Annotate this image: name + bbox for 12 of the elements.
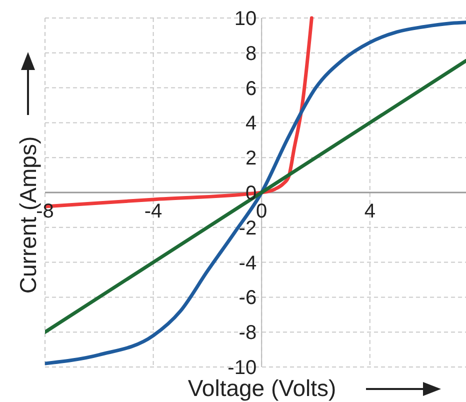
y-tick-label: -2 — [238, 217, 257, 240]
x-tick-label: 4 — [364, 200, 376, 222]
x-tick-label: -4 — [144, 200, 162, 222]
y-tick-label: 6 — [245, 78, 257, 100]
y-tick-label: -4 — [238, 252, 257, 274]
y-tick-label: 2 — [245, 148, 257, 170]
y-tick-label: 8 — [245, 42, 257, 65]
y-tick-label: -8 — [238, 322, 257, 344]
y-tick-label: 4 — [245, 112, 257, 135]
y-tick-label: -6 — [238, 287, 257, 310]
y-tick-label: 0 — [245, 182, 257, 204]
y-tick-label: 10 — [234, 8, 257, 30]
